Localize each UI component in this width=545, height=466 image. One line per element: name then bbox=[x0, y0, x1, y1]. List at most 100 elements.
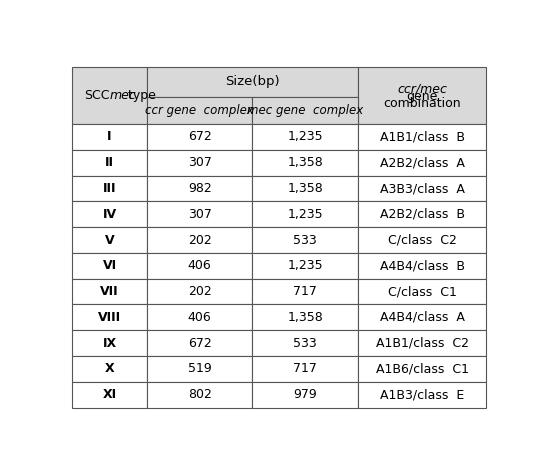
Text: 1,358: 1,358 bbox=[287, 182, 323, 195]
Text: IV: IV bbox=[102, 208, 117, 221]
Text: 672: 672 bbox=[188, 336, 211, 350]
Text: 202: 202 bbox=[188, 285, 211, 298]
FancyBboxPatch shape bbox=[72, 356, 147, 382]
Text: A3B3/class  A: A3B3/class A bbox=[380, 182, 464, 195]
FancyBboxPatch shape bbox=[147, 67, 358, 97]
FancyBboxPatch shape bbox=[358, 67, 486, 124]
FancyBboxPatch shape bbox=[358, 356, 486, 382]
Text: type: type bbox=[124, 89, 155, 102]
FancyBboxPatch shape bbox=[252, 97, 358, 124]
FancyBboxPatch shape bbox=[72, 176, 147, 201]
FancyBboxPatch shape bbox=[252, 176, 358, 201]
Text: mec: mec bbox=[110, 89, 136, 102]
Text: A1B3/class  E: A1B3/class E bbox=[380, 388, 464, 401]
FancyBboxPatch shape bbox=[252, 201, 358, 227]
Text: VI: VI bbox=[102, 260, 117, 272]
Text: 982: 982 bbox=[188, 182, 211, 195]
Text: 1,358: 1,358 bbox=[287, 156, 323, 169]
FancyBboxPatch shape bbox=[72, 150, 147, 176]
Text: ccr/mec: ccr/mec bbox=[397, 82, 447, 96]
FancyBboxPatch shape bbox=[252, 304, 358, 330]
FancyBboxPatch shape bbox=[252, 279, 358, 304]
Text: IX: IX bbox=[102, 336, 117, 350]
FancyBboxPatch shape bbox=[147, 253, 252, 279]
Text: 202: 202 bbox=[188, 233, 211, 247]
FancyBboxPatch shape bbox=[147, 330, 252, 356]
Text: 979: 979 bbox=[293, 388, 317, 401]
FancyBboxPatch shape bbox=[72, 304, 147, 330]
Text: A4B4/class  A: A4B4/class A bbox=[380, 311, 464, 324]
Text: gene: gene bbox=[407, 90, 438, 103]
FancyBboxPatch shape bbox=[252, 356, 358, 382]
FancyBboxPatch shape bbox=[72, 67, 147, 124]
Text: VIII: VIII bbox=[98, 311, 121, 324]
Text: X: X bbox=[105, 363, 114, 376]
Text: A2B2/class  A: A2B2/class A bbox=[380, 156, 464, 169]
FancyBboxPatch shape bbox=[72, 227, 147, 253]
Text: 1,235: 1,235 bbox=[287, 260, 323, 272]
FancyBboxPatch shape bbox=[147, 279, 252, 304]
Text: 533: 533 bbox=[293, 336, 317, 350]
Text: A1B1/class  B: A1B1/class B bbox=[380, 130, 465, 144]
Text: mec gene  complex: mec gene complex bbox=[247, 104, 364, 117]
Text: ccr gene  complex: ccr gene complex bbox=[145, 104, 254, 117]
Text: 717: 717 bbox=[293, 285, 317, 298]
FancyBboxPatch shape bbox=[358, 124, 486, 150]
Text: I: I bbox=[107, 130, 112, 144]
Text: combination: combination bbox=[383, 97, 461, 110]
FancyBboxPatch shape bbox=[72, 201, 147, 227]
Text: VII: VII bbox=[100, 285, 119, 298]
Text: XI: XI bbox=[102, 388, 117, 401]
FancyBboxPatch shape bbox=[252, 227, 358, 253]
FancyBboxPatch shape bbox=[252, 124, 358, 150]
FancyBboxPatch shape bbox=[252, 253, 358, 279]
FancyBboxPatch shape bbox=[72, 382, 147, 408]
Text: 672: 672 bbox=[188, 130, 211, 144]
Text: 802: 802 bbox=[187, 388, 211, 401]
FancyBboxPatch shape bbox=[358, 150, 486, 176]
Text: III: III bbox=[103, 182, 116, 195]
Text: 406: 406 bbox=[188, 311, 211, 324]
FancyBboxPatch shape bbox=[147, 382, 252, 408]
FancyBboxPatch shape bbox=[147, 201, 252, 227]
Text: 1,235: 1,235 bbox=[287, 208, 323, 221]
FancyBboxPatch shape bbox=[358, 304, 486, 330]
FancyBboxPatch shape bbox=[147, 356, 252, 382]
Text: 406: 406 bbox=[188, 260, 211, 272]
FancyBboxPatch shape bbox=[72, 253, 147, 279]
FancyBboxPatch shape bbox=[252, 330, 358, 356]
FancyBboxPatch shape bbox=[72, 124, 147, 150]
FancyBboxPatch shape bbox=[72, 279, 147, 304]
FancyBboxPatch shape bbox=[147, 150, 252, 176]
Text: 519: 519 bbox=[188, 363, 211, 376]
FancyBboxPatch shape bbox=[147, 227, 252, 253]
FancyBboxPatch shape bbox=[72, 330, 147, 356]
Text: SCC: SCC bbox=[84, 89, 110, 102]
Text: A2B2/class  B: A2B2/class B bbox=[380, 208, 465, 221]
FancyBboxPatch shape bbox=[147, 97, 252, 124]
FancyBboxPatch shape bbox=[147, 176, 252, 201]
FancyBboxPatch shape bbox=[358, 201, 486, 227]
FancyBboxPatch shape bbox=[147, 304, 252, 330]
FancyBboxPatch shape bbox=[358, 279, 486, 304]
Text: 717: 717 bbox=[293, 363, 317, 376]
Text: 1,358: 1,358 bbox=[287, 311, 323, 324]
Text: C/class  C2: C/class C2 bbox=[387, 233, 457, 247]
FancyBboxPatch shape bbox=[358, 330, 486, 356]
Text: A4B4/class  B: A4B4/class B bbox=[380, 260, 465, 272]
Text: 307: 307 bbox=[187, 208, 211, 221]
Text: Size(bp): Size(bp) bbox=[225, 75, 280, 89]
Text: 533: 533 bbox=[293, 233, 317, 247]
Text: 1,235: 1,235 bbox=[287, 130, 323, 144]
Text: A1B1/class  C2: A1B1/class C2 bbox=[376, 336, 469, 350]
FancyBboxPatch shape bbox=[252, 382, 358, 408]
Text: A1B6/class  C1: A1B6/class C1 bbox=[376, 363, 469, 376]
Text: V: V bbox=[105, 233, 114, 247]
Text: II: II bbox=[105, 156, 114, 169]
Text: 307: 307 bbox=[187, 156, 211, 169]
FancyBboxPatch shape bbox=[358, 253, 486, 279]
FancyBboxPatch shape bbox=[147, 124, 252, 150]
FancyBboxPatch shape bbox=[252, 150, 358, 176]
FancyBboxPatch shape bbox=[358, 227, 486, 253]
FancyBboxPatch shape bbox=[358, 382, 486, 408]
